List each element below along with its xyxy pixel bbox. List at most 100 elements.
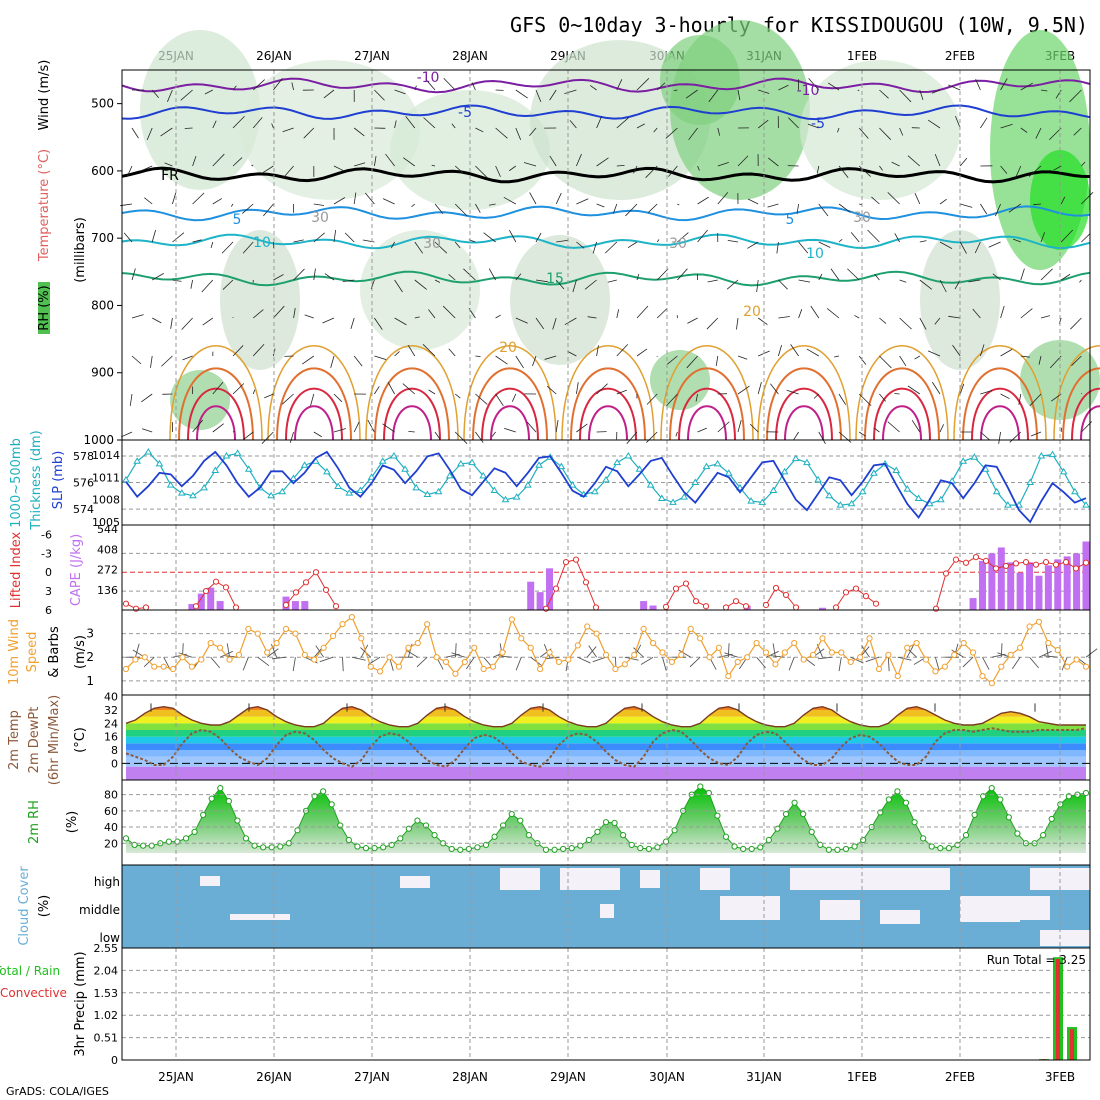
rh-point [457, 846, 464, 853]
rh-shade [920, 230, 1000, 370]
wind-barb [475, 203, 481, 213]
isotherm-arch [169, 345, 263, 441]
wind-barb [333, 229, 337, 243]
lifted-index-point [132, 605, 140, 612]
cloud-clear-block [700, 868, 730, 890]
wind10m-point [706, 654, 713, 661]
wind-barb [202, 317, 214, 326]
cape-bar [1082, 541, 1090, 610]
cape-bar [1035, 575, 1043, 610]
wind-barb [673, 89, 678, 91]
rh-point [937, 845, 944, 852]
wind10m-point [593, 630, 600, 637]
wind-barb [626, 431, 638, 445]
wind-barb [757, 317, 768, 325]
rh-point [294, 827, 301, 834]
bottom-date-label: 27JAN [354, 1070, 390, 1084]
rh-point [825, 846, 832, 853]
wind10m-point [941, 663, 948, 670]
isotherm-arch [962, 367, 1038, 441]
rh-point [645, 845, 652, 853]
contour-label: 15 [546, 271, 564, 287]
wind-barb [271, 123, 274, 129]
isotherm-arch [481, 387, 539, 441]
rh-point [474, 844, 481, 851]
wind-barb [394, 351, 400, 357]
wind10m-barb [633, 647, 644, 658]
wind-barb [535, 279, 548, 283]
cape-bar [1063, 556, 1071, 610]
bottom-date-axis: 25JAN 26JAN 27JAN 28JAN 29JAN 30JAN 31JAN 1FEB 2… [158, 1070, 1075, 1084]
wind-barb [778, 84, 789, 91]
wind10m-barb [226, 643, 230, 658]
wind-barb [939, 279, 947, 293]
thickness-point [334, 482, 342, 489]
thickness-point [769, 486, 778, 493]
rh-point [765, 836, 772, 844]
lifted-index-point [662, 603, 670, 610]
rh-point [791, 799, 798, 806]
wind10m-point [621, 661, 628, 668]
rh-point [354, 843, 361, 850]
isotherm-arch [980, 405, 1020, 441]
wind10m-point [678, 651, 685, 658]
wind-barb [612, 203, 618, 214]
thickness-point [724, 469, 733, 476]
wind10m-barb [624, 656, 639, 661]
wind-barb [509, 229, 517, 243]
wind10m-point [631, 651, 638, 658]
contour-label: 5 [233, 212, 242, 228]
wind10m-point [311, 656, 318, 663]
rh-point [1040, 832, 1047, 839]
wind-barb [717, 421, 730, 433]
rh-point [328, 801, 335, 808]
thickness-point [1048, 450, 1057, 458]
wind-barb [576, 423, 588, 433]
wind10m-point [235, 651, 243, 658]
thickness-point [825, 491, 834, 499]
rh-tick-label: 40 [104, 821, 118, 834]
thickness-point [1070, 487, 1079, 495]
wind10m-point [442, 658, 450, 666]
wind-barb [980, 117, 988, 129]
wind-barb [867, 229, 880, 243]
lifted-index-point [672, 585, 680, 592]
wind10m-point [377, 668, 384, 675]
wind-barb [394, 279, 403, 293]
wind10m-point [367, 663, 374, 670]
lifted-index-point [212, 578, 220, 585]
wind10m-barb [934, 657, 940, 671]
wind-barb [858, 127, 869, 139]
lifted-index-point [682, 580, 690, 587]
wind10m-barb [292, 657, 296, 672]
wind-barb [387, 381, 395, 395]
precip-tick-label: 0.51 [94, 1032, 119, 1045]
cape-bar [997, 547, 1005, 610]
wind-barb [394, 120, 397, 129]
thickness-point [914, 494, 923, 501]
cloud-clear-block [640, 870, 660, 888]
temp-band [126, 756, 1086, 767]
contour-label: 10 [253, 235, 271, 251]
top-date-label: 1FEB [847, 49, 877, 63]
wind-barb [333, 428, 346, 433]
thickness-point [356, 486, 365, 493]
wind10m-point [264, 649, 271, 656]
rh-point [345, 836, 352, 844]
lifted-index-point [542, 605, 550, 612]
wind-barb [715, 355, 719, 366]
isotherm-arch [669, 367, 745, 441]
rh-point [251, 842, 258, 849]
cape-bar [649, 605, 657, 610]
lifted-index-point [982, 557, 990, 564]
wind-barb [535, 89, 542, 103]
wind-barb [899, 89, 912, 103]
wind10m-point [329, 632, 337, 640]
thickness-tick-label: 574 [73, 503, 94, 516]
isotherm-arch [463, 345, 557, 441]
thickness-point [646, 481, 655, 488]
wind-barb [212, 198, 223, 205]
wind-barb [798, 279, 811, 283]
wind10m-barb [1043, 655, 1058, 658]
thickness-point [512, 493, 521, 500]
